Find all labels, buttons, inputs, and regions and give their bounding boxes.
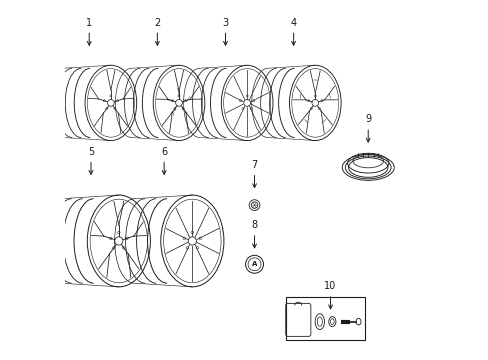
Text: 5: 5 xyxy=(88,147,94,174)
Text: 6: 6 xyxy=(161,147,167,174)
Text: 8: 8 xyxy=(251,220,257,248)
Text: 1: 1 xyxy=(86,18,92,45)
Text: 7: 7 xyxy=(251,160,257,188)
Text: A: A xyxy=(251,261,257,267)
Text: 9: 9 xyxy=(365,114,370,142)
Text: 10: 10 xyxy=(324,281,336,309)
Text: 2: 2 xyxy=(154,18,160,45)
Text: 3: 3 xyxy=(222,18,228,45)
Text: 4: 4 xyxy=(290,18,296,45)
Bar xyxy=(285,297,364,339)
